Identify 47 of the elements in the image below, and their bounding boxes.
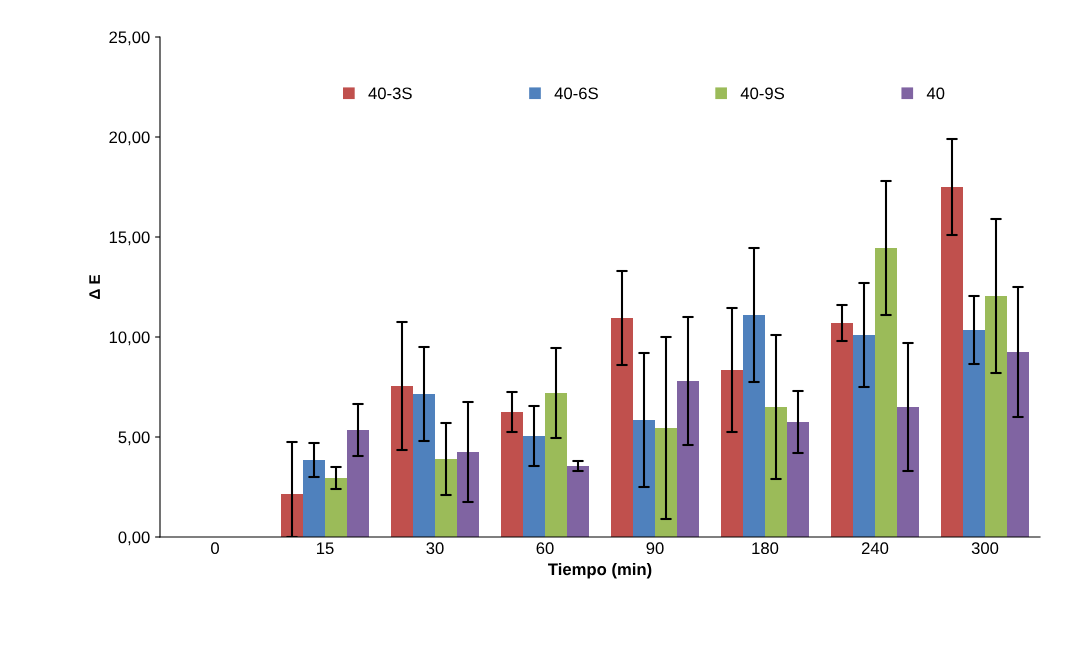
bar <box>347 430 369 537</box>
bar <box>523 436 545 537</box>
x-tick-label: 30 <box>426 542 444 555</box>
x-tick-label: 15 <box>317 542 334 555</box>
bar <box>545 393 567 537</box>
legend-label: 40-9S <box>740 87 785 100</box>
x-tick-label: 0 <box>211 542 219 555</box>
bar <box>765 407 787 537</box>
bar <box>831 323 853 537</box>
y-tick-label: 5,00 <box>118 431 150 446</box>
bar <box>985 296 1007 537</box>
y-tick-label: 15,00 <box>109 231 150 246</box>
bar <box>743 315 765 537</box>
y-tick-label: 0,00 <box>118 531 150 546</box>
bar <box>655 428 677 537</box>
bar <box>941 187 963 537</box>
bar <box>1007 352 1029 537</box>
bar <box>457 452 479 537</box>
bar <box>413 394 435 537</box>
bar <box>897 407 919 537</box>
bar <box>677 381 699 537</box>
bar <box>721 370 743 537</box>
bar <box>303 460 325 537</box>
x-tick-label: 240 <box>861 542 889 555</box>
x-tick-label: 300 <box>971 542 999 555</box>
x-axis-title: Tiempo (min) <box>548 562 652 579</box>
bar <box>787 422 809 537</box>
bar <box>501 412 523 537</box>
y-tick-label: 25,00 <box>109 31 150 46</box>
y-tick-label: 20,00 <box>109 131 150 146</box>
y-tick-label: 10,00 <box>109 331 150 346</box>
y-axis-title: Δ E <box>89 274 100 300</box>
bar <box>853 335 875 537</box>
bar <box>325 478 347 537</box>
bar <box>963 330 985 537</box>
bar <box>611 318 633 537</box>
bar <box>875 248 897 537</box>
legend-label: 40-3S <box>368 87 412 100</box>
bar <box>435 459 457 537</box>
bar <box>567 466 589 537</box>
x-tick-label: 90 <box>646 542 664 555</box>
x-tick-label: 180 <box>752 542 779 555</box>
legend-label: 40 <box>926 87 945 100</box>
x-tick-label: 60 <box>536 542 554 555</box>
legend-label: 40-6S <box>554 87 598 100</box>
bar <box>391 386 413 537</box>
bar <box>633 420 655 537</box>
